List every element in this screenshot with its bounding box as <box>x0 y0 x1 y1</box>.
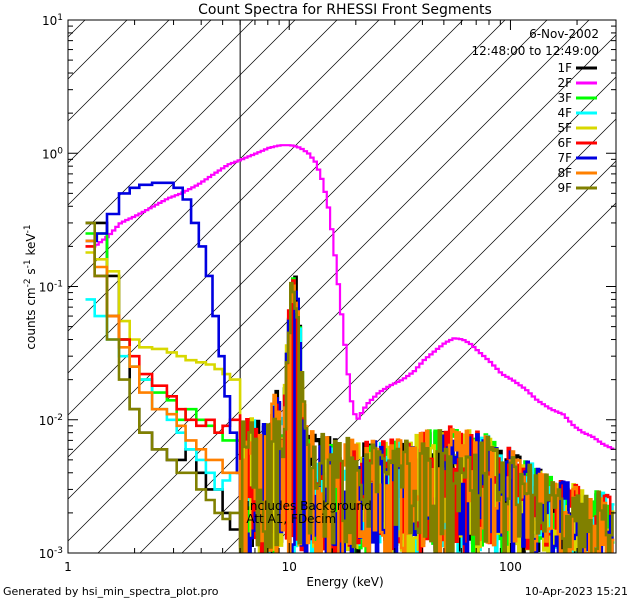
annotation-line-attenuator: Att A1, FDecim <box>246 512 336 526</box>
legend-label-7F: 7F <box>557 151 572 165</box>
spectrum-line-9F <box>85 221 615 553</box>
background-annotation: Includes Background Att A1, FDecim <box>246 499 375 526</box>
legend-label-9F: 9F <box>557 181 572 195</box>
y-tick-label: 101 <box>42 13 63 28</box>
spectrum-line-2F <box>85 144 615 450</box>
x-axis-label: Energy (keV) <box>306 575 383 589</box>
legend-label-4F: 4F <box>557 106 572 120</box>
x-tick-label: 10 <box>282 560 297 574</box>
hatch-line <box>68 20 296 248</box>
hatch-line <box>68 20 590 542</box>
legend-label-8F: 8F <box>557 166 572 180</box>
legend-label-5F: 5F <box>557 121 572 135</box>
hatch-line <box>68 20 170 122</box>
y-tick-label: 10-2 <box>39 413 63 428</box>
hatch-line <box>68 20 380 332</box>
footer-timestamp: 10-Apr-2023 15:21 <box>525 585 628 598</box>
y-tick-label: 100 <box>42 146 63 161</box>
hatch-line <box>68 20 464 416</box>
hatch-line <box>68 20 506 458</box>
footer-generated-by: Generated by hsi_min_spectra_plot.pro <box>3 585 219 598</box>
y-tick-label: 10-3 <box>39 546 63 561</box>
observation-time-range: 12:48:00 to 12:49:00 <box>472 44 599 58</box>
hatch-line <box>68 20 128 80</box>
x-tick-label: 100 <box>499 560 522 574</box>
annotation-line-background: Includes Background <box>246 499 371 513</box>
spectra-series <box>85 144 615 553</box>
axis-ticks: 1 10 100 10-3 10-2 10-1 100 101 <box>39 13 617 574</box>
x-tick-label: 1 <box>64 560 72 574</box>
legend-label-1F: 1F <box>557 61 572 75</box>
hatch-line <box>68 20 212 164</box>
hatch-line <box>68 20 548 500</box>
hatch-line <box>68 20 338 290</box>
legend-label-3F: 3F <box>557 91 572 105</box>
legend-label-2F: 2F <box>557 76 572 90</box>
hatch-line <box>68 20 254 206</box>
chart-title: Count Spectra for RHESSI Front Segments <box>198 2 492 18</box>
observation-date: 6-Nov-2002 <box>529 27 599 41</box>
hatch-line <box>97 34 616 553</box>
y-tick-label: 10-1 <box>39 280 63 295</box>
hatch-line <box>68 20 422 374</box>
legend-label-6F: 6F <box>557 136 572 150</box>
y-axis-label: counts cm-2 s-1 keV-1 <box>23 224 38 349</box>
